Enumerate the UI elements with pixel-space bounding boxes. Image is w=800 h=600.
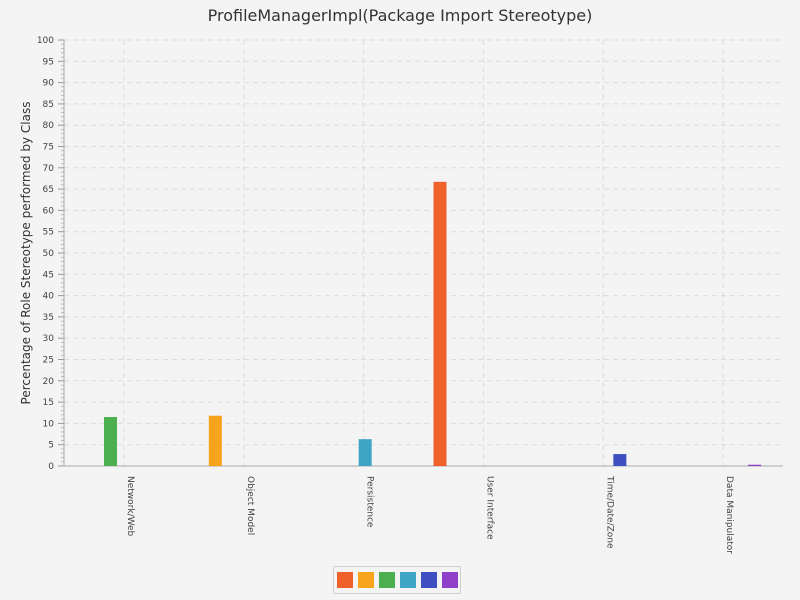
chart-title: ProfileManagerImpl(Package Import Stereo… <box>207 6 593 25</box>
y-tick-label: 20 <box>43 377 55 387</box>
legend-swatch <box>399 572 416 588</box>
y-tick-label: 55 <box>43 228 54 238</box>
x-tick-label: Persistence <box>365 476 375 528</box>
bars <box>104 181 762 466</box>
bar <box>358 439 372 466</box>
bar <box>433 181 447 466</box>
legend-swatch <box>441 572 458 588</box>
y-tick-label: 30 <box>43 334 55 344</box>
legend-swatch <box>357 572 374 588</box>
y-tick-label: 75 <box>43 143 54 153</box>
y-tick-label: 95 <box>43 57 54 67</box>
y-tick-label: 10 <box>43 419 55 429</box>
y-tick-label: 25 <box>43 356 54 366</box>
y-tick-label: 0 <box>48 462 54 472</box>
y-tick-label: 50 <box>43 249 55 259</box>
legend-swatch <box>336 572 353 588</box>
grid-lines <box>64 39 783 466</box>
y-tick-label: 40 <box>43 292 55 302</box>
y-tick-label: 90 <box>43 79 55 89</box>
bar <box>613 454 627 466</box>
bar <box>748 464 762 466</box>
y-tick-label: 15 <box>43 398 54 408</box>
y-tick-label: 60 <box>43 206 55 216</box>
y-tick-label: 5 <box>48 441 54 451</box>
y-tick-label: 35 <box>43 313 54 323</box>
y-tick-label: 70 <box>43 164 55 174</box>
bar <box>208 415 222 466</box>
axes <box>58 39 783 467</box>
tick-labels: 0 5 10 15 20 25 30 35 40 45 50 55 60 65 70 75 80 85 90 95 10… <box>37 36 734 554</box>
y-tick-label: 80 <box>43 121 55 131</box>
legend-swatch <box>420 572 437 588</box>
x-tick-label: User Interface <box>484 476 494 540</box>
bar <box>104 417 117 466</box>
x-tick-label: Data Manipulator <box>724 476 734 554</box>
y-tick-label: 45 <box>43 270 54 280</box>
y-tick-label: 65 <box>43 185 54 195</box>
legend <box>333 566 461 594</box>
y-tick-label: 85 <box>43 100 54 110</box>
x-tick-label: Time/Date/Zone <box>604 475 614 549</box>
x-tick-label: Object Model <box>245 476 255 535</box>
x-tick-label: Network/Web <box>125 476 135 537</box>
y-tick-label: 100 <box>37 36 54 46</box>
legend-swatch <box>378 572 395 588</box>
